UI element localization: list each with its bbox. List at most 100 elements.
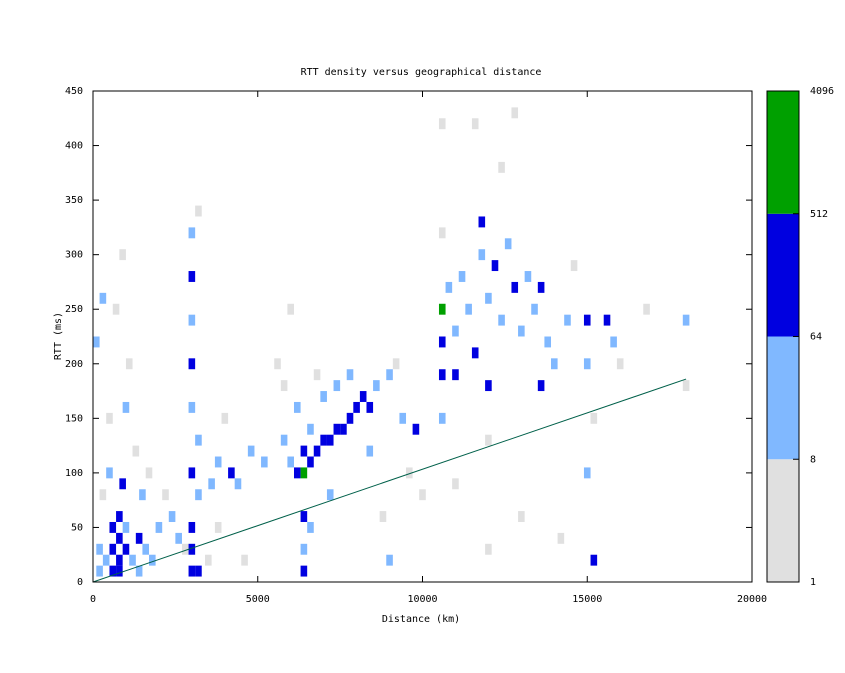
colorbar-band [767, 459, 799, 582]
heat-cell [300, 543, 308, 555]
heat-cell [208, 478, 215, 490]
heat-cell [478, 249, 486, 261]
heat-cell [320, 391, 327, 402]
heat-cell [438, 303, 446, 315]
y-tick-label: 50 [71, 522, 83, 533]
heat-cell [412, 423, 420, 435]
heat-cell [195, 489, 202, 501]
x-axis-label: Distance (km) [382, 614, 460, 625]
heat-cell [373, 380, 380, 392]
heat-cell [419, 489, 426, 501]
heat-cell [465, 303, 472, 315]
heat-cell [274, 358, 281, 370]
heat-cell [498, 314, 505, 326]
heat-cell [122, 521, 130, 533]
heat-cell [195, 565, 202, 577]
heat-cell [122, 401, 130, 413]
heat-cell [188, 565, 196, 577]
heat-cell [326, 489, 334, 501]
heat-cell [116, 565, 123, 577]
heat-cell [135, 532, 143, 544]
y-tick-label: 450 [65, 86, 83, 97]
x-tick-label: 0 [90, 594, 96, 605]
heat-cell [551, 358, 558, 370]
heat-cell [195, 205, 202, 217]
min-rtt-line [92, 378, 687, 583]
heat-cell [313, 445, 321, 457]
heat-cell [379, 511, 387, 522]
heat-cell [106, 412, 113, 424]
heat-cell [478, 216, 486, 228]
heat-cell [132, 445, 140, 457]
colorbar-tick-label: 64 [810, 332, 822, 343]
heat-cell [287, 456, 294, 468]
heat-cell [682, 380, 690, 392]
heat-cell [135, 565, 143, 577]
heat-cell [96, 543, 103, 555]
heat-cell [145, 467, 153, 479]
heat-cell [307, 521, 314, 533]
heat-cell [537, 380, 545, 392]
colorbar-tick-label: 8 [810, 454, 816, 465]
heat-cell [485, 434, 492, 446]
heat-cell [214, 521, 222, 533]
heat-cell [307, 456, 314, 468]
heat-cell [518, 325, 525, 337]
heat-cell [93, 336, 100, 348]
heat-cell [300, 511, 308, 522]
heat-cell [511, 107, 519, 119]
heat-cell [112, 303, 120, 315]
heat-cell [399, 412, 407, 424]
heat-cell [452, 325, 459, 337]
heat-cell [326, 434, 334, 446]
heat-cell [537, 281, 545, 293]
heat-cell [280, 434, 288, 446]
heat-cell [340, 423, 347, 435]
y-tick-label: 300 [65, 250, 83, 261]
heat-cell [241, 554, 248, 566]
heat-cell [438, 118, 446, 130]
heat-cell [590, 412, 598, 424]
colorbar-tick-label: 512 [810, 209, 828, 220]
heat-cell [353, 401, 360, 413]
heat-cell [583, 467, 591, 479]
x-tick-label: 15000 [572, 594, 602, 605]
heat-cell [511, 281, 519, 293]
y-tick-label: 400 [65, 141, 83, 152]
heat-cell [168, 511, 176, 522]
heat-cell [452, 478, 459, 490]
heat-cell [518, 511, 525, 522]
heat-cell [234, 478, 242, 490]
heat-cell [491, 260, 499, 272]
heat-cell [682, 314, 690, 326]
heat-cell [181, 543, 189, 555]
plot-frame [92, 90, 753, 583]
heat-cell [293, 401, 301, 413]
y-tick-label: 100 [65, 468, 83, 479]
heat-cell [261, 456, 268, 468]
heat-cell [214, 456, 222, 468]
heat-cell [188, 467, 196, 479]
colorbar-tick-label: 4096 [810, 86, 834, 97]
heat-cell [293, 467, 301, 479]
heat-cell [142, 543, 150, 555]
heat-cell [109, 521, 117, 533]
heat-cell [583, 314, 591, 326]
heat-cell [188, 227, 196, 239]
colorbar-band [767, 336, 799, 460]
heat-cell [313, 369, 321, 381]
heat-cell [438, 369, 446, 381]
heat-cell [485, 380, 492, 392]
heat-cell [386, 369, 393, 381]
heat-cell [188, 521, 196, 533]
heat-cell [531, 303, 538, 315]
heat-cell [129, 554, 136, 566]
heat-cell [471, 118, 479, 130]
heat-cell [188, 271, 196, 282]
heat-cell [438, 412, 446, 424]
heat-cell [109, 565, 117, 577]
colorbar-tick-label: 1 [810, 577, 816, 588]
heat-cell [116, 532, 123, 544]
heat-cell [452, 369, 459, 381]
